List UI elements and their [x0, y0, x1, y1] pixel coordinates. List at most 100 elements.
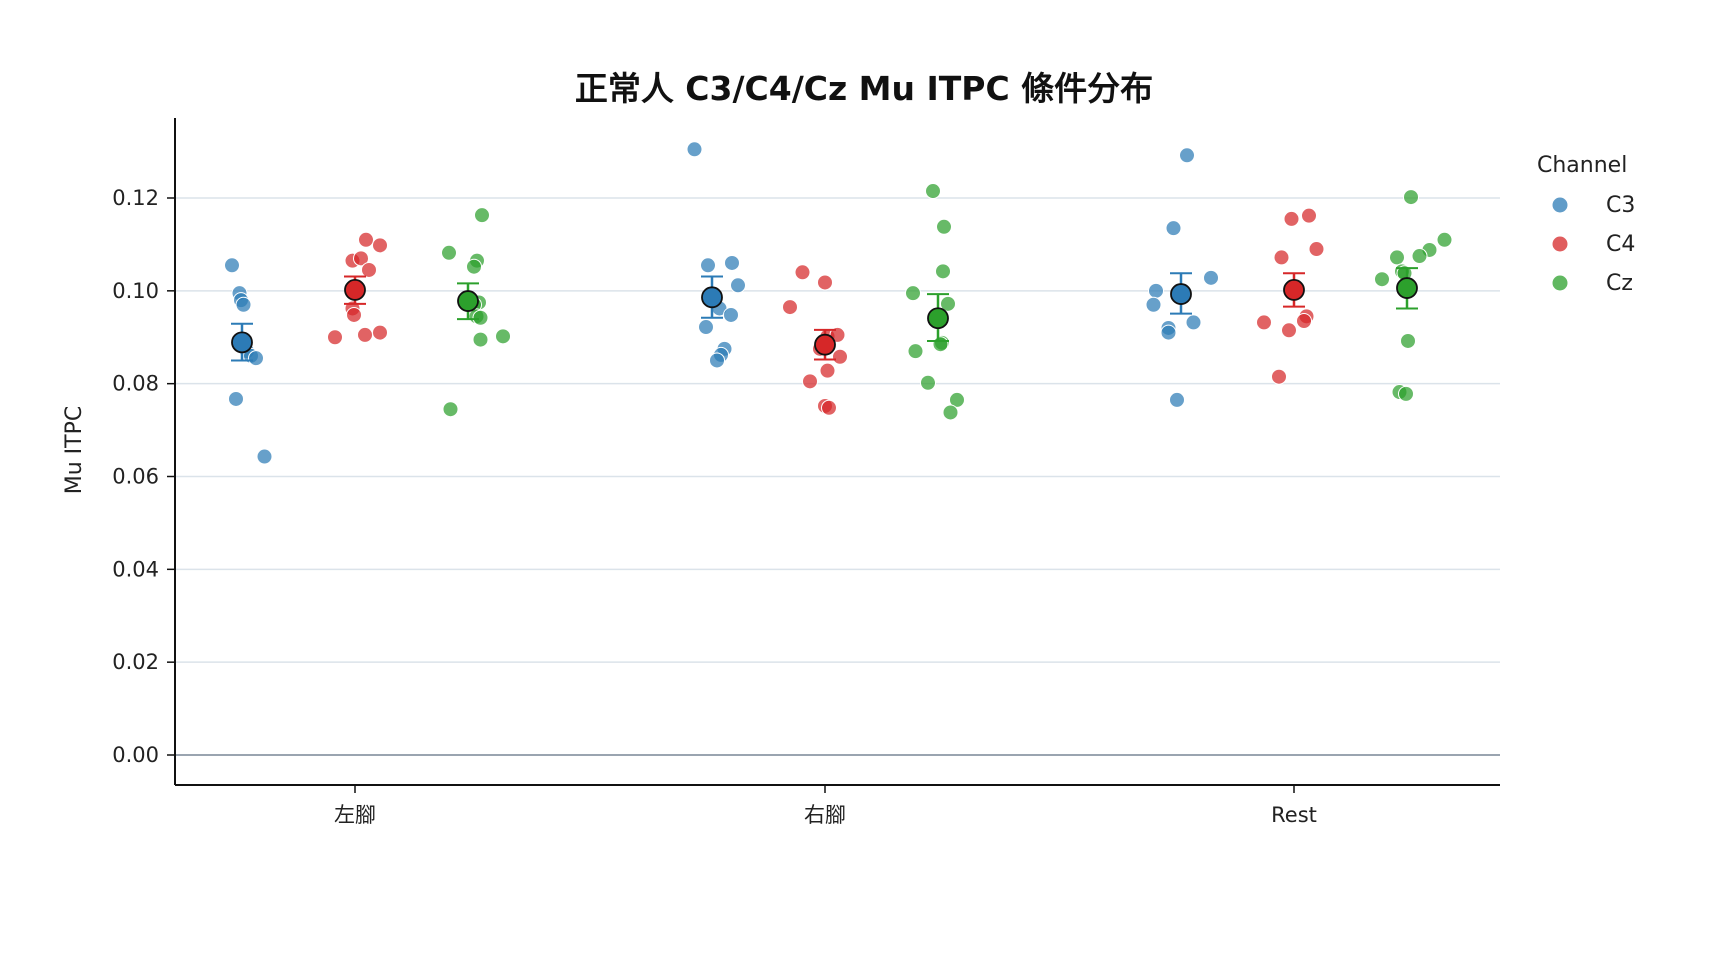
legend-title: Channel	[1537, 153, 1627, 178]
legend: Channel C3 C4 Cz	[1537, 153, 1635, 296]
data-point-c4	[1301, 207, 1317, 224]
data-point-cz	[932, 336, 949, 353]
data-point-cz	[936, 218, 952, 235]
mean-marker-cz	[457, 290, 479, 312]
data-point-c4	[802, 373, 818, 390]
data-point-c4	[1271, 368, 1287, 385]
data-point-c4	[821, 399, 837, 416]
data-point-c3	[1203, 269, 1219, 286]
data-point-c3	[224, 257, 240, 274]
data-point-c4	[1281, 322, 1297, 339]
mean-marker-c4	[344, 279, 366, 301]
data-point-c3	[698, 319, 714, 336]
data-point-c4	[353, 250, 369, 267]
data-point-c4	[817, 274, 833, 291]
data-point-c3	[1165, 220, 1182, 237]
legend-marker-c4	[1551, 235, 1569, 253]
chart-title: 正常人 C3/C4/Cz Mu ITPC 條件分布	[574, 69, 1154, 108]
data-point-cz	[474, 207, 490, 224]
mean-marker-c4	[814, 333, 836, 356]
mean-marker-cz	[1396, 277, 1418, 299]
data-point-cz	[907, 343, 924, 360]
data-point-cz	[940, 295, 956, 312]
data-point-cz	[441, 244, 457, 261]
data-point-cz	[1436, 231, 1453, 248]
data-point-cz	[1389, 249, 1405, 266]
data-point-c4	[794, 264, 811, 281]
y-tick-label: 0.08	[112, 372, 159, 396]
data-point-c4	[1256, 314, 1272, 331]
data-point-cz	[942, 404, 959, 421]
y-tick-label: 0.02	[112, 650, 159, 674]
data-point-c4	[1283, 210, 1300, 227]
data-point-cz	[1403, 189, 1419, 206]
data-point-c3	[730, 277, 746, 294]
data-point-cz	[472, 309, 489, 326]
data-point-cz	[466, 258, 482, 275]
data-point-c4	[832, 348, 848, 365]
y-tick-label: 0.00	[112, 743, 159, 767]
mean-marker-c3	[231, 331, 253, 354]
mean-marker-cz	[927, 307, 949, 330]
data-point-cz	[905, 285, 921, 302]
y-tick-label: 0.12	[112, 186, 159, 210]
x-tick-label: Rest	[1271, 803, 1317, 827]
data-point-c3	[724, 254, 740, 271]
data-point-cz	[1374, 271, 1390, 288]
x-tick-label: 左腳	[334, 803, 376, 827]
data-point-c3	[1179, 147, 1195, 164]
data-point-c3	[723, 306, 739, 323]
legend-label-cz: Cz	[1606, 271, 1633, 296]
data-point-cz	[472, 331, 489, 348]
legend-marker-c3	[1551, 196, 1569, 214]
data-point-c4	[782, 299, 798, 316]
y-tick-label: 0.10	[112, 279, 159, 303]
data-point-c3	[686, 141, 703, 158]
data-point-c3	[1185, 314, 1202, 331]
data-point-c4	[819, 362, 836, 379]
data-point-c3	[1169, 391, 1185, 408]
data-point-c4	[372, 237, 388, 254]
mean-markers	[231, 267, 1418, 362]
data-point-c3	[1148, 282, 1164, 299]
data-point-c3	[709, 352, 725, 369]
legend-marker-cz	[1551, 274, 1569, 292]
y-tick-label: 0.04	[112, 557, 159, 581]
data-point-c3	[1160, 324, 1177, 341]
x-tick-label: 右腳	[804, 803, 846, 827]
data-point-c4	[358, 231, 374, 248]
data-point-c3	[700, 257, 716, 274]
data-point-c3	[235, 296, 252, 313]
data-point-c4	[372, 324, 388, 341]
data-point-cz	[495, 328, 511, 345]
data-point-cz	[1411, 248, 1428, 265]
data-point-c3	[228, 390, 244, 407]
data-points	[224, 141, 1453, 465]
data-point-c4	[1273, 249, 1290, 266]
legend-label-c4: C4	[1606, 232, 1635, 257]
data-point-cz	[1400, 332, 1416, 349]
data-point-cz	[920, 374, 936, 391]
data-point-cz	[442, 401, 459, 418]
mean-marker-c3	[1170, 283, 1192, 305]
axes	[174, 118, 1500, 786]
data-point-c4	[357, 326, 373, 343]
data-point-c4	[327, 329, 343, 346]
data-point-cz	[935, 263, 951, 280]
data-point-cz	[949, 391, 965, 408]
data-point-c4	[1296, 313, 1312, 330]
legend-label-c3: C3	[1606, 193, 1635, 218]
data-point-cz	[925, 183, 941, 200]
y-axis-label: Mu ITPC	[62, 406, 87, 494]
data-point-c4	[1308, 241, 1325, 258]
data-point-cz	[1398, 385, 1414, 402]
data-point-c3	[256, 448, 273, 465]
data-point-c3	[1145, 296, 1162, 313]
data-point-c4	[346, 306, 362, 323]
mean-marker-c4	[1283, 279, 1305, 301]
data-point-c4	[361, 261, 377, 278]
data-point-c3	[248, 350, 264, 367]
tick-labels: 0.00 0.02 0.04 0.06 0.08 0.10 0.12 左腳 右腳 Rest	[112, 186, 1317, 827]
y-tick-label: 0.06	[112, 465, 159, 489]
